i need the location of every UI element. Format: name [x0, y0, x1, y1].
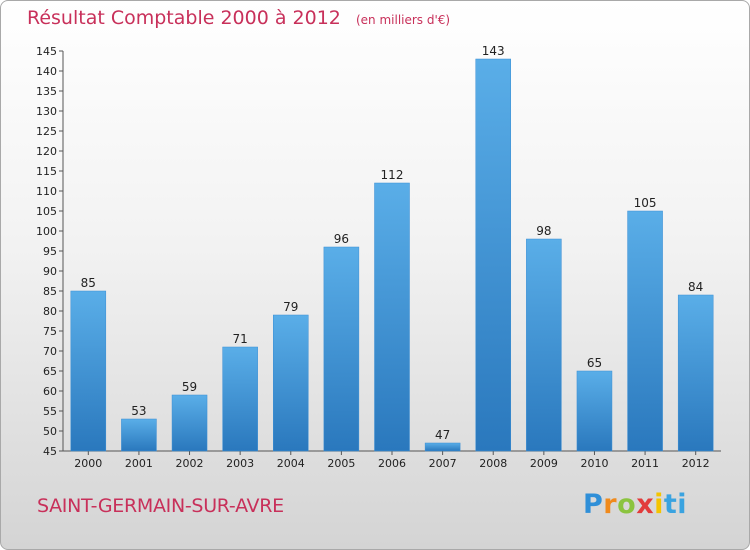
bar-2006: [374, 182, 410, 452]
y-tick-label: 90: [43, 265, 57, 278]
bar-2011: [627, 210, 663, 452]
bar-2009: [526, 238, 562, 452]
chart-title-unit: (en milliers d'€): [355, 13, 451, 27]
y-tick-label: 45: [43, 445, 57, 458]
bar-2001: [121, 418, 157, 452]
y-tick-label: 105: [36, 205, 57, 218]
x-tick-label: 2004: [277, 457, 305, 470]
bar-value-label: 79: [283, 300, 298, 314]
bar-2005: [323, 246, 360, 452]
y-tick-label: 85: [43, 285, 57, 298]
bar-2010: [576, 370, 613, 452]
y-tick-label: 120: [36, 145, 57, 158]
y-tick-label: 110: [36, 185, 57, 198]
y-tick-label: 95: [43, 245, 57, 258]
x-tick-label: 2007: [429, 457, 457, 470]
bar-value-label: 112: [381, 168, 404, 182]
y-tick-label: 80: [43, 305, 57, 318]
x-tick-label: 2002: [176, 457, 204, 470]
y-tick-label: 100: [36, 225, 57, 238]
y-axis: 45 50 55 60 65 70 75 80 85 90 95 100 105 110 115 120 125…: [36, 45, 64, 458]
y-tick-label: 70: [43, 345, 57, 358]
x-tick-label: 2010: [580, 457, 608, 470]
x-tick-label: 2008: [479, 457, 507, 470]
x-tick-label: 2003: [226, 457, 254, 470]
x-tick-label: 2011: [631, 457, 659, 470]
y-tick-label: 130: [36, 105, 57, 118]
bar-2004: [273, 314, 309, 452]
x-axis: 2000 2001 2002 2003 2004 2005 2006 2007 2008 2009…: [63, 450, 721, 470]
y-tick-label: 55: [43, 405, 57, 418]
bar-value-label: 59: [182, 380, 197, 394]
bar-value-label: 98: [536, 224, 551, 238]
y-tick-label: 115: [36, 165, 57, 178]
bar-value-label: 84: [688, 280, 703, 294]
x-tick-label: 2012: [682, 457, 710, 470]
x-tick-label: 2001: [125, 457, 153, 470]
y-tick-label: 145: [36, 45, 57, 58]
y-tick-label: 125: [36, 125, 57, 138]
y-tick-label: 65: [43, 365, 57, 378]
bar-2007: [424, 442, 461, 452]
bar-2002: [171, 394, 208, 452]
bar-2003: [222, 346, 258, 452]
chart-title: Résultat Comptable 2000 à 2012 (en milli…: [27, 7, 450, 29]
x-tick-label: 2006: [378, 457, 406, 470]
bar-value-label: 53: [131, 404, 146, 418]
bar-value-label: 47: [435, 428, 450, 442]
x-tick-label: 2000: [74, 457, 102, 470]
chart-title-main: Résultat Comptable 2000 à 2012: [27, 7, 341, 29]
y-tick-label: 75: [43, 325, 57, 338]
bar-value-label: 71: [233, 332, 248, 346]
bar-2008: [475, 58, 511, 452]
commune-name: SAINT-GERMAIN-SUR-AVRE: [37, 495, 284, 517]
bar-value-label: 96: [334, 232, 349, 246]
bar-2000: [70, 290, 107, 452]
bar-value-label: 85: [81, 276, 96, 290]
bar-value-label: 143: [482, 44, 505, 58]
proxiti-logo: Proxiti: [583, 489, 688, 520]
y-tick-label: 135: [36, 85, 57, 98]
x-tick-label: 2005: [327, 457, 355, 470]
y-tick-label: 140: [36, 65, 57, 78]
bar-value-label: 105: [634, 196, 657, 210]
y-tick-label: 50: [43, 425, 57, 438]
x-tick-label: 2009: [530, 457, 558, 470]
bar-2012: [677, 294, 714, 452]
y-tick-label: 60: [43, 385, 57, 398]
bars: 85 53 59 71 79 96 112 47 143 98 65 105 84: [70, 44, 714, 452]
bar-value-label: 65: [587, 356, 602, 370]
